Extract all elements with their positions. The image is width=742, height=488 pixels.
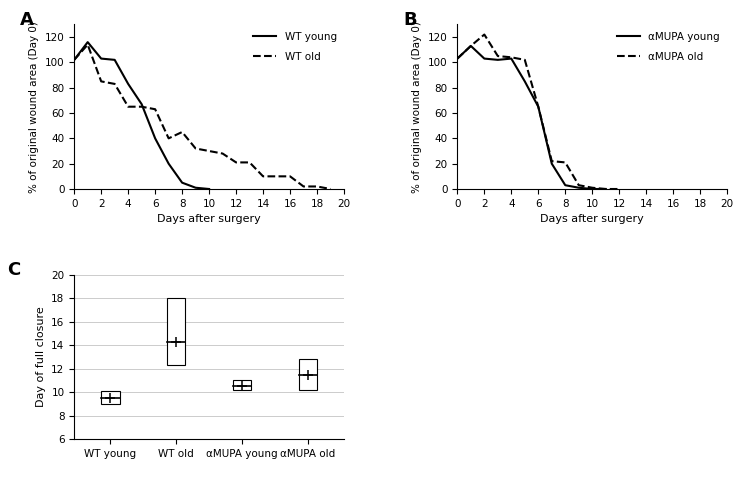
WT young bbox=[83, 39, 92, 45]
αMUPA old bbox=[453, 56, 462, 61]
Bar bbox=[233, 381, 252, 390]
Text: B: B bbox=[404, 11, 417, 29]
αMUPA old bbox=[520, 57, 529, 63]
WT old bbox=[218, 151, 227, 157]
αMUPA young bbox=[467, 43, 476, 49]
αMUPA young bbox=[507, 56, 516, 61]
X-axis label: Days after surgery: Days after surgery bbox=[540, 214, 644, 224]
αMUPA old bbox=[480, 32, 489, 38]
WT young bbox=[124, 81, 133, 87]
αMUPA young bbox=[520, 79, 529, 84]
αMUPA old bbox=[467, 43, 476, 49]
αMUPA old bbox=[574, 183, 583, 188]
WT old bbox=[124, 104, 133, 110]
WT old bbox=[177, 129, 186, 135]
αMUPA young bbox=[453, 56, 462, 61]
αMUPA young bbox=[533, 104, 542, 110]
Y-axis label: % of original wound area (Day 0): % of original wound area (Day 0) bbox=[29, 21, 39, 193]
WT old bbox=[137, 104, 146, 110]
WT old bbox=[205, 148, 214, 154]
WT old bbox=[259, 173, 268, 179]
WT old bbox=[272, 173, 281, 179]
WT old bbox=[151, 106, 160, 112]
αMUPA old bbox=[507, 54, 516, 60]
WT young bbox=[177, 180, 186, 185]
WT old bbox=[245, 160, 254, 165]
Y-axis label: Day of full closure: Day of full closure bbox=[36, 306, 46, 407]
Text: A: A bbox=[20, 11, 34, 29]
WT young bbox=[96, 56, 105, 61]
WT young bbox=[111, 57, 119, 63]
WT young bbox=[151, 136, 160, 142]
Y-axis label: % of original wound area (Day 0): % of original wound area (Day 0) bbox=[413, 21, 422, 193]
Bar bbox=[101, 391, 119, 404]
WT old bbox=[96, 79, 105, 84]
αMUPA old bbox=[548, 158, 556, 164]
WT old bbox=[111, 81, 119, 87]
WT old bbox=[83, 42, 92, 48]
WT young bbox=[164, 161, 173, 166]
Bar bbox=[167, 298, 186, 365]
Legend: αMUPA young, αMUPA old: αMUPA young, αMUPA old bbox=[613, 27, 724, 66]
Text: C: C bbox=[7, 262, 20, 280]
WT old bbox=[286, 173, 295, 179]
αMUPA old bbox=[601, 186, 610, 192]
WT old bbox=[232, 160, 240, 165]
αMUPA young bbox=[601, 186, 610, 192]
αMUPA old bbox=[561, 160, 570, 165]
αMUPA young bbox=[588, 186, 597, 192]
WT old bbox=[191, 145, 200, 151]
WT old bbox=[70, 57, 79, 63]
αMUPA young bbox=[548, 161, 556, 166]
WT young bbox=[191, 185, 200, 191]
Line: αMUPA young: αMUPA young bbox=[457, 46, 605, 189]
Line: WT young: WT young bbox=[74, 42, 209, 189]
αMUPA old bbox=[615, 186, 624, 192]
WT old bbox=[312, 183, 321, 189]
X-axis label: Days after surgery: Days after surgery bbox=[157, 214, 261, 224]
αMUPA young bbox=[574, 185, 583, 191]
Legend: WT young, WT old: WT young, WT old bbox=[249, 27, 341, 66]
αMUPA young bbox=[480, 56, 489, 61]
WT old bbox=[326, 186, 335, 192]
WT old bbox=[299, 183, 308, 189]
αMUPA old bbox=[588, 185, 597, 191]
WT old bbox=[164, 136, 173, 142]
Line: WT old: WT old bbox=[74, 45, 330, 189]
Line: αMUPA old: αMUPA old bbox=[457, 35, 620, 189]
αMUPA young bbox=[561, 183, 570, 188]
αMUPA young bbox=[493, 57, 502, 63]
αMUPA old bbox=[533, 104, 542, 110]
αMUPA old bbox=[493, 53, 502, 59]
WT young bbox=[205, 186, 214, 192]
WT young bbox=[70, 57, 79, 63]
WT young bbox=[137, 101, 146, 107]
Bar bbox=[298, 359, 317, 390]
